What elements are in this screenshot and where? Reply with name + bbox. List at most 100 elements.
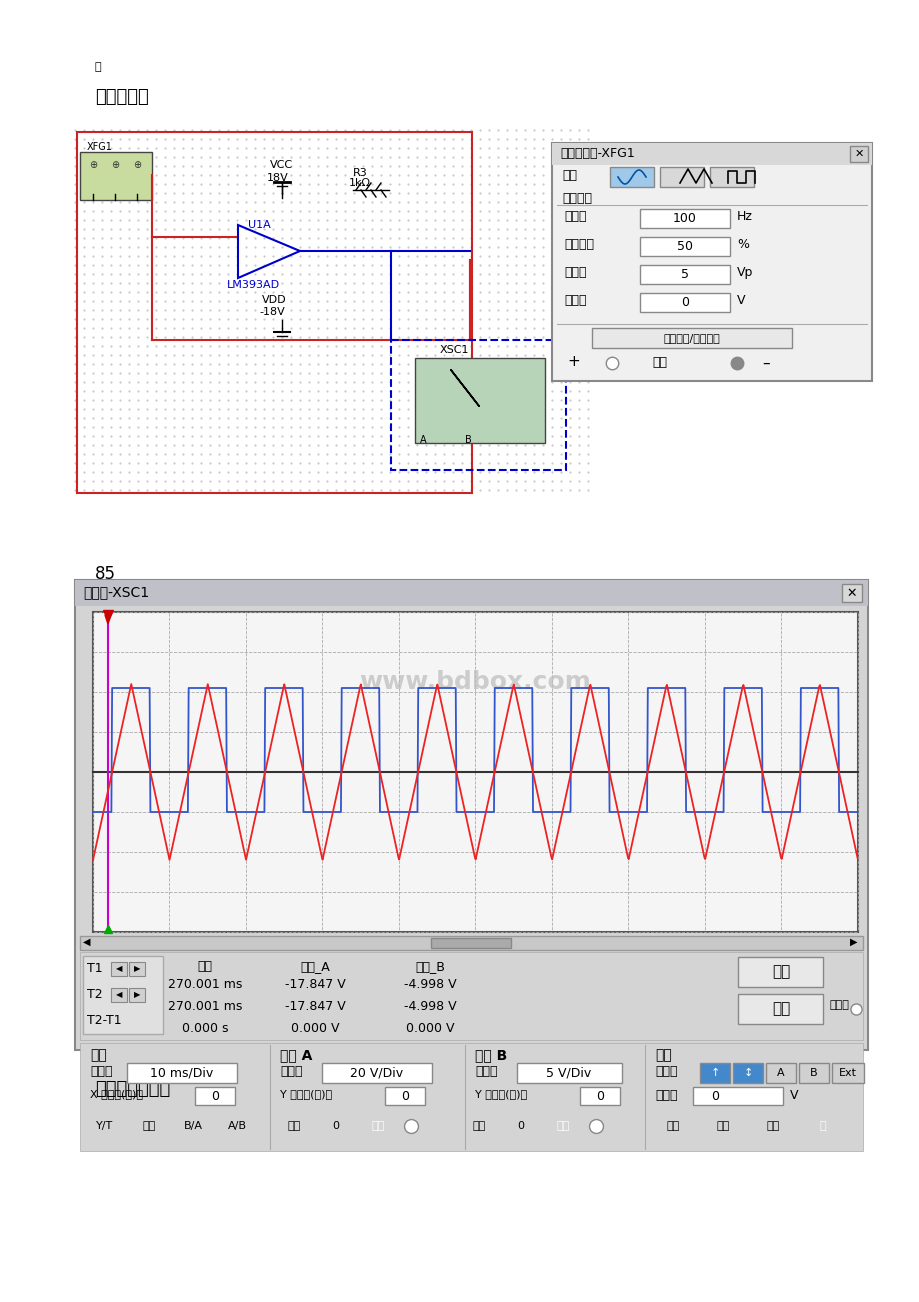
Bar (543, 1115, 582, 1137)
Bar (129, 1115, 169, 1137)
Text: ▶: ▶ (133, 965, 140, 974)
Text: 通道 B: 通道 B (474, 1048, 506, 1062)
Text: 0: 0 (710, 1090, 719, 1103)
Text: 0: 0 (210, 1090, 219, 1103)
Bar (516, 1062, 621, 1083)
Text: ▶: ▶ (133, 991, 140, 1000)
Bar (640, 210, 729, 228)
Text: +: + (566, 354, 579, 368)
Text: 时间: 时间 (198, 960, 212, 973)
Bar (75, 579, 867, 605)
Text: ↕: ↕ (743, 1068, 752, 1078)
Text: www.bdbox.com: www.bdbox.com (359, 671, 591, 694)
Bar (640, 293, 729, 312)
Text: 普通: 普通 (652, 355, 666, 368)
Text: 标度：: 标度： (90, 1065, 112, 1078)
Bar (749, 1115, 795, 1137)
Text: 波形: 波形 (562, 169, 576, 182)
Bar (609, 167, 653, 187)
Text: 1kΩ: 1kΩ (348, 178, 370, 187)
Bar (80, 1043, 862, 1151)
Bar (699, 1115, 745, 1137)
Text: Y 轴位移(格)：: Y 轴位移(格)： (474, 1088, 527, 1099)
Text: ◀: ◀ (116, 991, 122, 1000)
Text: A/B: A/B (227, 1121, 246, 1131)
Text: Hz: Hz (736, 210, 752, 223)
Text: 刘度：: 刘度： (279, 1065, 302, 1078)
Bar (111, 988, 127, 1003)
Bar (217, 1115, 256, 1137)
Text: 反向: 反向 (771, 965, 789, 979)
Bar (83, 956, 163, 1034)
Text: VDD: VDD (262, 296, 287, 305)
Text: –: – (761, 355, 769, 371)
Text: 通道_A: 通道_A (300, 960, 330, 973)
Text: U1A: U1A (248, 220, 270, 230)
Bar (77, 132, 471, 493)
Text: -17.847 V: -17.847 V (284, 978, 345, 991)
Text: XFG1: XFG1 (87, 142, 113, 152)
Text: Vp: Vp (736, 266, 753, 279)
Text: Y 轴位移(格)：: Y 轴位移(格)： (279, 1088, 332, 1099)
Text: LM393AD: LM393AD (227, 280, 279, 290)
Text: 18V: 18V (267, 173, 289, 184)
Bar (798, 1062, 828, 1083)
Text: 水平：: 水平： (654, 1088, 676, 1101)
Bar (317, 1115, 355, 1137)
Bar (650, 1115, 696, 1137)
Text: 添加: 添加 (142, 1121, 155, 1131)
Text: 实测实验记录：: 实测实验记录： (95, 1079, 170, 1098)
Bar (75, 579, 867, 1049)
Bar (737, 957, 823, 987)
Text: 5 V/Div: 5 V/Div (546, 1066, 591, 1079)
Text: 保存: 保存 (771, 1001, 789, 1017)
Text: 直流: 直流 (371, 1121, 384, 1131)
Text: ⊕: ⊕ (133, 160, 141, 171)
Text: 0: 0 (332, 1121, 339, 1131)
Text: ⊕: ⊕ (89, 160, 97, 171)
Bar (127, 1062, 237, 1083)
Text: 0: 0 (680, 296, 688, 309)
Text: 单次: 单次 (665, 1121, 679, 1131)
Bar (358, 1115, 397, 1137)
Text: 示波器-XSC1: 示波器-XSC1 (83, 585, 149, 599)
Text: A: A (420, 435, 426, 445)
Text: 时基: 时基 (90, 1048, 107, 1062)
Text: ↑: ↑ (709, 1068, 719, 1078)
Text: R3: R3 (353, 168, 368, 178)
Bar (579, 1087, 619, 1105)
Bar (195, 1087, 234, 1105)
Text: T2-T1: T2-T1 (87, 1014, 121, 1027)
Text: 通道_B: 通道_B (414, 960, 445, 973)
Bar (692, 1087, 782, 1105)
Text: 频率：: 频率： (563, 210, 586, 223)
Text: 函数发生器-XFG1: 函数发生器-XFG1 (560, 147, 634, 160)
Bar (551, 143, 871, 165)
Bar (699, 1062, 729, 1083)
Bar (414, 358, 544, 443)
Bar (849, 146, 867, 161)
Text: 触发: 触发 (654, 1048, 671, 1062)
Text: 5: 5 (680, 267, 688, 280)
Text: 通道 A: 通道 A (279, 1048, 312, 1062)
Text: 20 V/Div: 20 V/Div (350, 1066, 403, 1079)
Bar (173, 1115, 213, 1137)
Text: 0.000 V: 0.000 V (290, 1022, 339, 1035)
Text: 0: 0 (401, 1090, 409, 1103)
Text: -4.998 V: -4.998 V (403, 978, 456, 991)
Text: 边沿：: 边沿： (654, 1065, 676, 1078)
Text: V: V (736, 294, 744, 307)
Bar (111, 962, 127, 976)
Text: Y/T: Y/T (96, 1121, 114, 1131)
Text: 外触发: 外触发 (829, 1000, 849, 1010)
Bar (129, 962, 145, 976)
Text: V: V (789, 1088, 798, 1101)
Bar (460, 1115, 497, 1137)
Bar (766, 1062, 795, 1083)
Text: 0: 0 (596, 1090, 604, 1103)
Bar (732, 1062, 762, 1083)
Bar (275, 1115, 312, 1137)
Text: 占空比：: 占空比： (563, 238, 594, 251)
Text: 10 ms/Div: 10 ms/Div (150, 1066, 213, 1079)
Bar (384, 1087, 425, 1105)
